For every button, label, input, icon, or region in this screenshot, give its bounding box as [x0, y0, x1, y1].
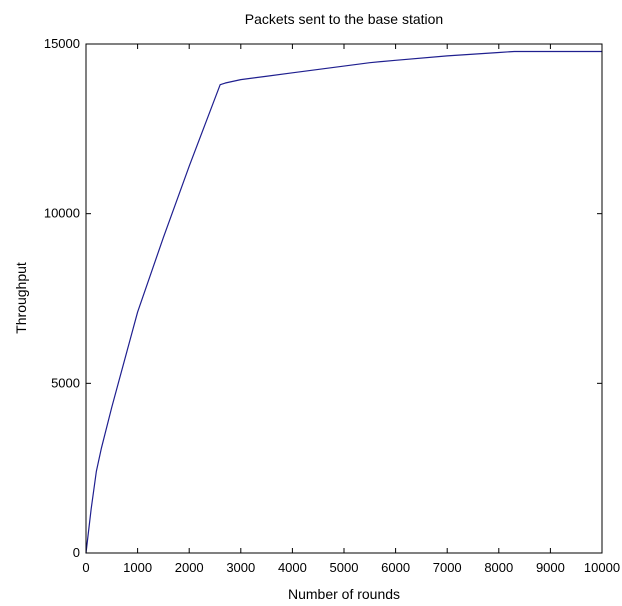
x-tick-label: 3000 [226, 560, 255, 575]
x-axis-label: Number of rounds [288, 586, 400, 602]
tick-labels-layer: 0 1000 2000 3000 4000 5000 6000 7000 8000 9000 100… [44, 36, 620, 575]
x-tick-label: 4000 [278, 560, 307, 575]
y-tick-label: 0 [73, 545, 80, 560]
chart-title: Packets sent to the base station [245, 11, 443, 27]
x-tick-label: 1000 [123, 560, 152, 575]
y-axis-label: Throughput [13, 262, 29, 334]
x-tick-label: 5000 [330, 560, 359, 575]
x-tick-label: 6000 [381, 560, 410, 575]
series-line-0 [85, 50, 603, 554]
y-tick-label: 10000 [44, 206, 80, 221]
x-tick-label: 7000 [433, 560, 462, 575]
x-tick-label: 10000 [584, 560, 620, 575]
plot-frame [85, 43, 603, 554]
y-tick-label: 15000 [44, 36, 80, 51]
x-tick-label: 2000 [175, 560, 204, 575]
x-tick-label: 8000 [484, 560, 513, 575]
series-layer [85, 50, 603, 554]
plot-area [86, 44, 602, 553]
x-tick-label: 9000 [536, 560, 565, 575]
y-tick-label: 5000 [51, 375, 80, 390]
x-tick-label: 0 [82, 560, 89, 575]
